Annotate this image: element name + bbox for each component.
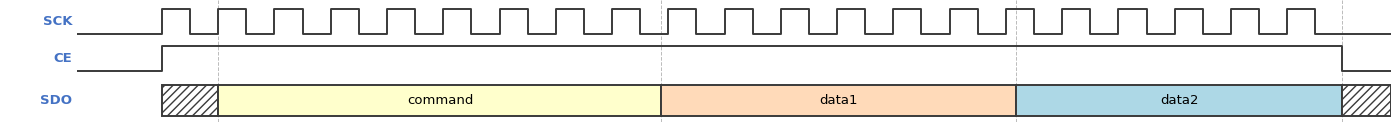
- Text: CE: CE: [54, 52, 72, 65]
- Text: data2: data2: [1160, 94, 1199, 107]
- Bar: [161, 85, 218, 116]
- Bar: [1017, 85, 1342, 116]
- Text: SDO: SDO: [40, 94, 72, 107]
- Bar: [662, 85, 1017, 116]
- Bar: [1342, 85, 1391, 116]
- Text: SCK: SCK: [43, 15, 72, 28]
- Bar: [218, 85, 662, 116]
- Text: data1: data1: [819, 94, 858, 107]
- Text: command: command: [406, 94, 473, 107]
